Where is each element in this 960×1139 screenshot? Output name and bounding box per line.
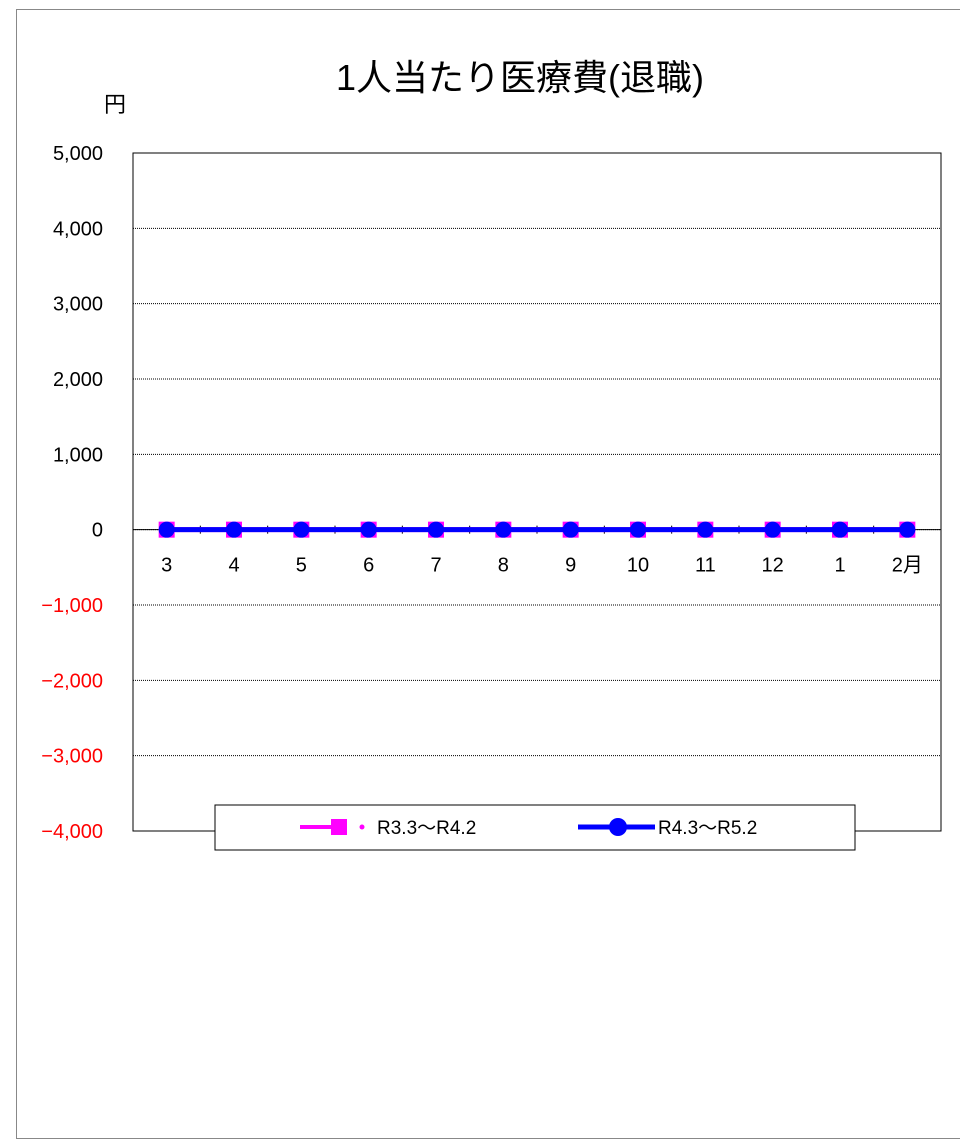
chart-title: 1人当たり医療費(退職) <box>336 57 704 98</box>
y-tick-label: 3,000 <box>53 294 103 316</box>
x-tick-label: 11 <box>695 555 716 577</box>
plot-area <box>132 152 942 832</box>
x-tick-label: 12 <box>762 555 784 577</box>
y-tick-label: 5,000 <box>53 143 103 165</box>
y-tick-label: −1,000 <box>41 595 103 617</box>
y-tick-label: −4,000 <box>41 821 103 843</box>
legend-label: R3.3～R4.2 <box>377 818 476 839</box>
series-2-point <box>899 521 916 538</box>
x-tick-label: 9 <box>565 555 576 577</box>
series-2-point <box>764 521 781 538</box>
series-2-point <box>630 521 646 538</box>
y-tick-label: 0 <box>92 520 103 542</box>
x-tick-label: 10 <box>627 555 649 577</box>
series-layer <box>158 521 916 538</box>
series-2-point <box>293 521 310 538</box>
series-2-point <box>495 521 512 538</box>
legend-swatch-marker <box>331 819 347 835</box>
x-tick-label: 5 <box>296 555 307 577</box>
x-tick-label: 2月 <box>892 555 923 577</box>
x-tick-label: 4 <box>228 555 239 577</box>
series-2-point <box>832 521 848 538</box>
series-2-point <box>562 521 579 538</box>
legend-label: R4.3～R5.2 <box>658 818 757 839</box>
y-axis-ticks: 5,000 4,000 3,000 2,000 1,000 0 −1,000 −2,000 −3… <box>41 143 103 843</box>
legend: R3.3～R4.2 R4.3～R5.2 <box>214 804 856 851</box>
series-2-point <box>226 521 242 538</box>
legend-swatch-dot <box>359 824 365 830</box>
x-tick-label: 1 <box>834 555 845 577</box>
x-tick-label: 8 <box>498 555 509 577</box>
series-2-point <box>360 521 377 538</box>
y-tick-label: −2,000 <box>41 670 103 692</box>
y-tick-label: 2,000 <box>53 369 103 391</box>
x-tick-label: 6 <box>363 555 374 577</box>
y-tick-label: −3,000 <box>41 746 103 768</box>
x-tick-label: 3 <box>161 555 172 577</box>
y-axis-unit: 円 <box>104 92 126 117</box>
y-tick-label: 1,000 <box>53 444 103 466</box>
x-tick-label: 7 <box>430 555 441 577</box>
series-2-point <box>158 521 175 538</box>
series-2-point <box>697 521 714 538</box>
legend-swatch-marker <box>609 818 627 836</box>
series-2-point <box>428 521 444 538</box>
y-tick-label: 4,000 <box>53 218 103 240</box>
